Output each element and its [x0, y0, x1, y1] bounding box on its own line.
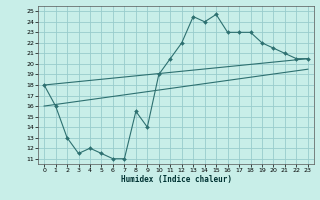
X-axis label: Humidex (Indice chaleur): Humidex (Indice chaleur) [121, 175, 231, 184]
